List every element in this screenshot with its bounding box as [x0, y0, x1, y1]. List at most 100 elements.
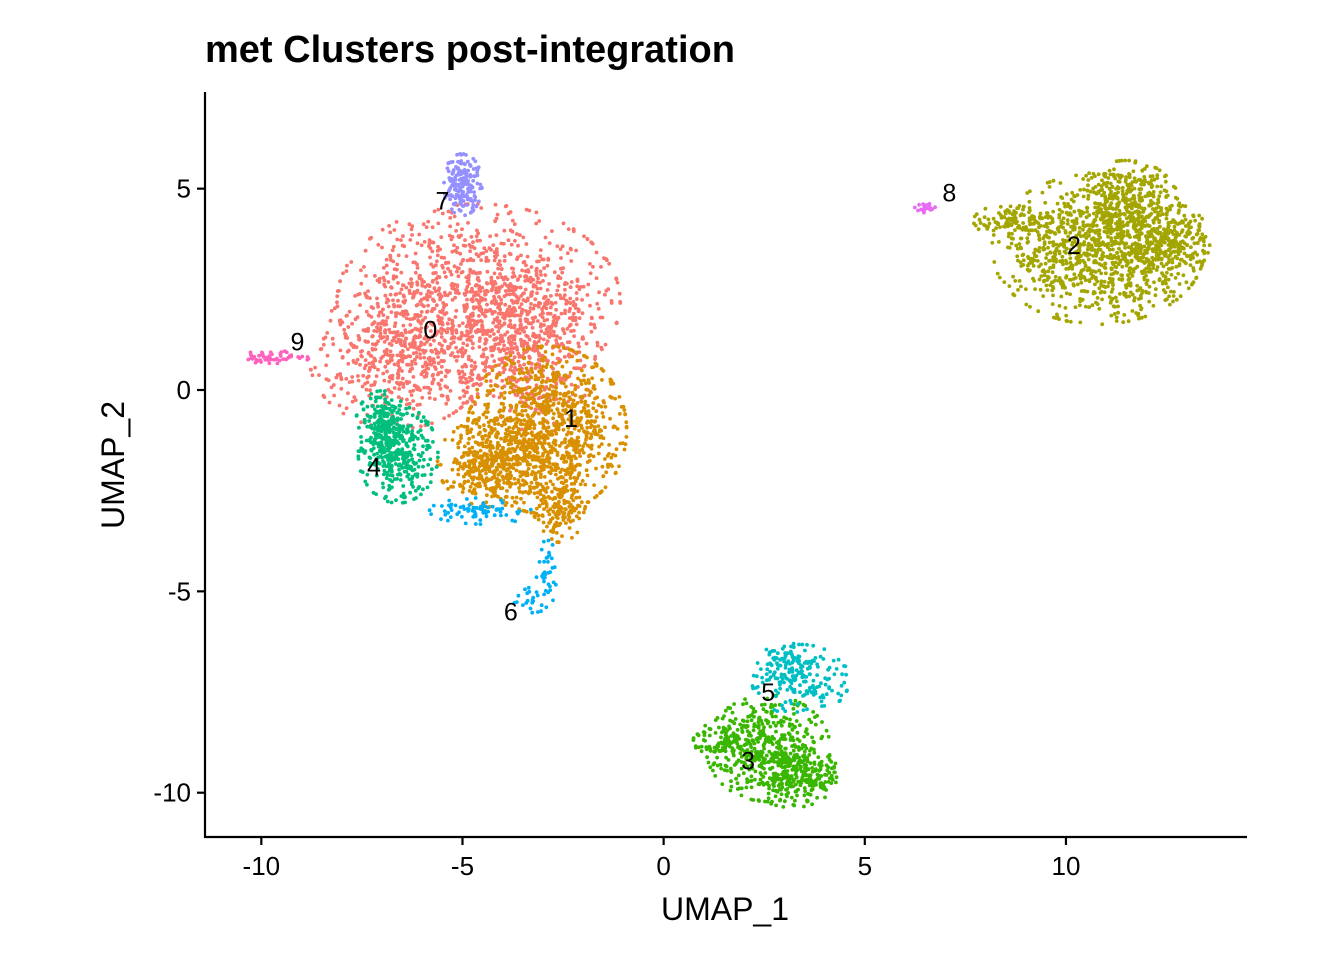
cell-point	[521, 508, 526, 513]
cell-point	[479, 309, 484, 314]
cell-point	[603, 485, 608, 490]
cell-point	[1057, 304, 1062, 308]
cell-point	[475, 277, 480, 282]
cell-point	[1019, 212, 1024, 217]
cell-point	[1028, 304, 1032, 309]
cell-point	[543, 426, 548, 431]
cell-point	[1206, 250, 1210, 255]
cell-point	[550, 322, 555, 327]
cell-point	[493, 302, 498, 306]
cell-point	[358, 362, 362, 367]
cell-point	[372, 329, 377, 333]
cell-point	[466, 354, 471, 359]
cell-point	[613, 453, 618, 458]
cell-point	[555, 462, 560, 467]
cell-point	[511, 389, 516, 394]
cell-point	[520, 404, 525, 409]
cell-point	[440, 211, 445, 216]
cell-point	[470, 346, 475, 350]
cell-point	[579, 423, 583, 428]
cell-point	[538, 421, 542, 425]
cell-point	[425, 292, 429, 297]
cell-point	[1110, 206, 1115, 211]
cell-point	[504, 310, 509, 314]
cell-point	[544, 481, 549, 486]
cell-point	[1156, 197, 1161, 202]
cell-point	[1093, 174, 1097, 179]
cell-point	[538, 248, 543, 253]
cell-point	[409, 363, 414, 367]
cell-point	[594, 362, 599, 367]
cell-point	[592, 387, 597, 391]
cell-point	[1143, 194, 1148, 199]
cell-point	[553, 442, 558, 447]
cell-point	[1038, 287, 1043, 292]
cell-point	[1207, 243, 1212, 248]
cell-point	[441, 359, 445, 364]
cell-point	[523, 287, 528, 292]
cell-point	[443, 339, 447, 343]
cell-point	[1114, 315, 1119, 320]
cell-point	[596, 424, 601, 428]
cell-point	[516, 359, 521, 364]
cell-point	[389, 343, 394, 347]
cell-point	[588, 322, 593, 326]
cell-point	[1109, 279, 1113, 283]
cell-point	[471, 258, 476, 263]
cell-point	[1124, 177, 1128, 182]
cell-point	[418, 329, 423, 334]
cell-point	[373, 380, 377, 385]
cell-point	[1128, 189, 1133, 194]
cell-point	[476, 320, 480, 324]
cell-point	[416, 318, 420, 323]
cell-point	[541, 461, 546, 465]
cell-point	[624, 424, 629, 429]
cell-point	[1091, 236, 1096, 241]
cell-point	[571, 398, 576, 403]
cell-point	[358, 303, 362, 307]
cell-point	[508, 403, 513, 408]
cell-point	[474, 283, 479, 287]
cell-point	[1144, 282, 1149, 286]
cell-point	[1048, 221, 1052, 226]
cell-point	[568, 285, 573, 289]
cell-point	[396, 395, 401, 400]
cell-point	[520, 307, 525, 312]
cell-point	[518, 474, 523, 479]
cell-point	[483, 374, 488, 379]
cell-point	[484, 255, 489, 260]
cell-point	[1191, 252, 1195, 256]
cell-point	[494, 363, 498, 368]
cell-point	[1147, 267, 1152, 271]
cell-point	[1159, 206, 1164, 211]
cell-point	[513, 408, 518, 413]
cell-point	[463, 381, 468, 385]
cell-point	[1167, 247, 1172, 252]
cell-point	[1109, 272, 1114, 277]
cell-point	[492, 332, 496, 336]
cell-point	[558, 470, 563, 474]
cell-point	[403, 298, 408, 303]
cell-point	[461, 388, 466, 393]
cell-point	[522, 500, 526, 505]
cell-point	[462, 291, 467, 296]
cell-point	[1177, 282, 1182, 286]
cell-point	[452, 264, 457, 269]
cell-point	[1099, 217, 1103, 222]
cell-point	[480, 319, 484, 324]
cell-point	[412, 315, 417, 320]
cell-point	[481, 444, 485, 449]
cell-point	[496, 311, 501, 316]
cell-point	[985, 227, 990, 231]
cell-point	[404, 254, 409, 258]
cell-point	[606, 287, 611, 292]
cell-point	[1081, 211, 1086, 215]
cell-point	[500, 378, 505, 383]
cell-point	[500, 461, 505, 466]
cell-point	[525, 254, 530, 259]
cell-point	[455, 284, 460, 289]
cell-point	[1116, 173, 1120, 178]
cell-point	[394, 275, 399, 279]
cell-point	[1202, 249, 1207, 254]
cell-point	[479, 354, 484, 359]
